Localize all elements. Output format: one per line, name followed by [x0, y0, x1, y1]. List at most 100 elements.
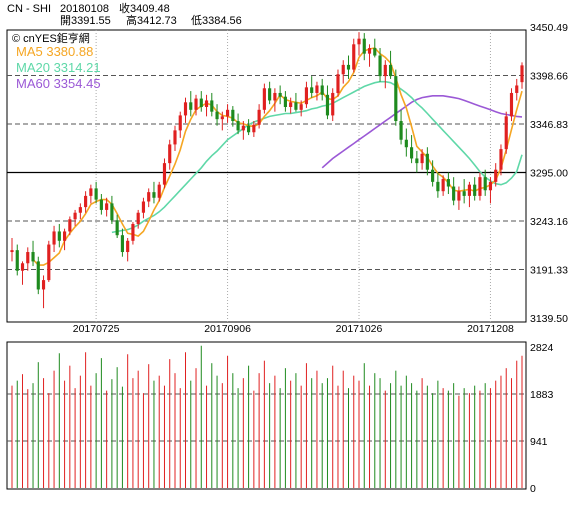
candle-body: [141, 201, 146, 213]
date-tick-label: 20170725: [73, 323, 120, 335]
ma60-line: [321, 95, 523, 169]
candle-body: [136, 212, 140, 224]
candle-body: [89, 188, 93, 196]
candle-body: [173, 130, 177, 145]
candle-body: [378, 55, 382, 77]
volume-panel-frame: [6, 341, 527, 490]
candle-body: [494, 169, 498, 182]
candle-body: [257, 109, 261, 125]
candle-body: [236, 121, 240, 131]
candle-body: [78, 207, 82, 213]
candle-body: [331, 92, 335, 116]
candle-body: [105, 203, 109, 210]
candle-body: [315, 85, 319, 93]
candle-body: [57, 231, 61, 241]
candle-body: [52, 231, 56, 245]
candle-body: [194, 98, 198, 110]
candle-body: [199, 98, 203, 107]
candle-body: [20, 263, 25, 271]
candle-body: [215, 111, 219, 120]
open-price-label: 開3391.55: [60, 14, 111, 27]
candle-body: [241, 125, 245, 131]
candle-body: [283, 96, 287, 107]
candle-body: [247, 125, 251, 133]
candle-body: [131, 223, 135, 241]
candle-body: [499, 149, 503, 170]
candle-body: [399, 121, 403, 140]
ma20-line: [111, 80, 523, 234]
candle-body: [210, 100, 214, 112]
volume-tick-label: 941: [530, 436, 548, 448]
price-tick-label: 3243.16: [530, 216, 568, 228]
candle-body: [15, 250, 19, 271]
candle-body: [352, 44, 356, 70]
candle-body: [99, 199, 103, 210]
candle-body: [162, 163, 167, 185]
date-tick-label: 20171026: [336, 323, 383, 335]
candle-body: [231, 109, 235, 122]
candle-body: [325, 94, 330, 116]
candle-body: [126, 240, 130, 253]
candle-body: [73, 212, 77, 220]
candle-body: [425, 153, 429, 170]
candle-body: [388, 64, 393, 77]
candle-body: [415, 158, 419, 164]
candle-body: [357, 38, 361, 45]
candle-body: [47, 244, 51, 281]
candle-body: [394, 76, 398, 122]
candle-body: [31, 252, 35, 262]
candle-body: [431, 169, 435, 182]
candle-body: [452, 186, 456, 201]
candle-body: [94, 188, 98, 200]
candle-body: [268, 88, 272, 101]
date-tick-label: 20170906: [204, 323, 251, 335]
volume-tick-label: 1883: [530, 389, 554, 401]
candle-body: [273, 92, 277, 101]
legend-ma5: MA5 3380.88: [16, 44, 93, 59]
candle-body: [262, 88, 266, 110]
candle-body: [457, 191, 461, 201]
low-price-label: 低3384.56: [191, 14, 242, 27]
candle-body: [367, 48, 372, 54]
candle-body: [289, 102, 293, 107]
candle-body: [299, 104, 303, 110]
ma5-line: [32, 47, 523, 266]
volume-tick-label: 0: [530, 483, 536, 495]
candle-body: [462, 191, 466, 196]
candle-body: [84, 195, 88, 208]
candle-body: [483, 177, 487, 191]
candle-body: [441, 179, 445, 192]
candle-body: [478, 177, 482, 196]
candle-body: [120, 235, 124, 253]
candle-body: [346, 64, 351, 70]
candle-body: [310, 87, 314, 93]
candle-body: [473, 184, 477, 196]
candle-body: [152, 192, 156, 198]
price-tick-label: 3450.49: [530, 22, 568, 34]
candle-body: [341, 64, 345, 75]
candle-body: [10, 250, 14, 253]
candle-body: [68, 219, 72, 232]
legend-ma20: MA20 3314.21: [16, 60, 101, 75]
candle-body: [410, 147, 414, 159]
candle-body: [509, 92, 514, 117]
price-tick-label: 3295.00: [530, 167, 568, 179]
close-price-label: 收3409.48: [119, 1, 170, 15]
candle-body: [488, 181, 493, 191]
candle-body: [183, 102, 188, 116]
candle-body: [294, 102, 298, 110]
candle-body: [520, 65, 524, 83]
candle-body: [320, 85, 324, 95]
candle-body: [336, 74, 340, 93]
candle-body: [26, 252, 30, 264]
legend-ma60: MA60 3354.45: [16, 76, 101, 91]
candle-body: [63, 231, 67, 241]
candle-body: [189, 102, 193, 110]
high-price-label: 高3412.73: [126, 13, 177, 27]
candle-body: [36, 261, 40, 290]
candle-body: [362, 38, 366, 54]
candle-body: [220, 116, 224, 120]
price-tick-label: 3139.50: [530, 313, 568, 325]
